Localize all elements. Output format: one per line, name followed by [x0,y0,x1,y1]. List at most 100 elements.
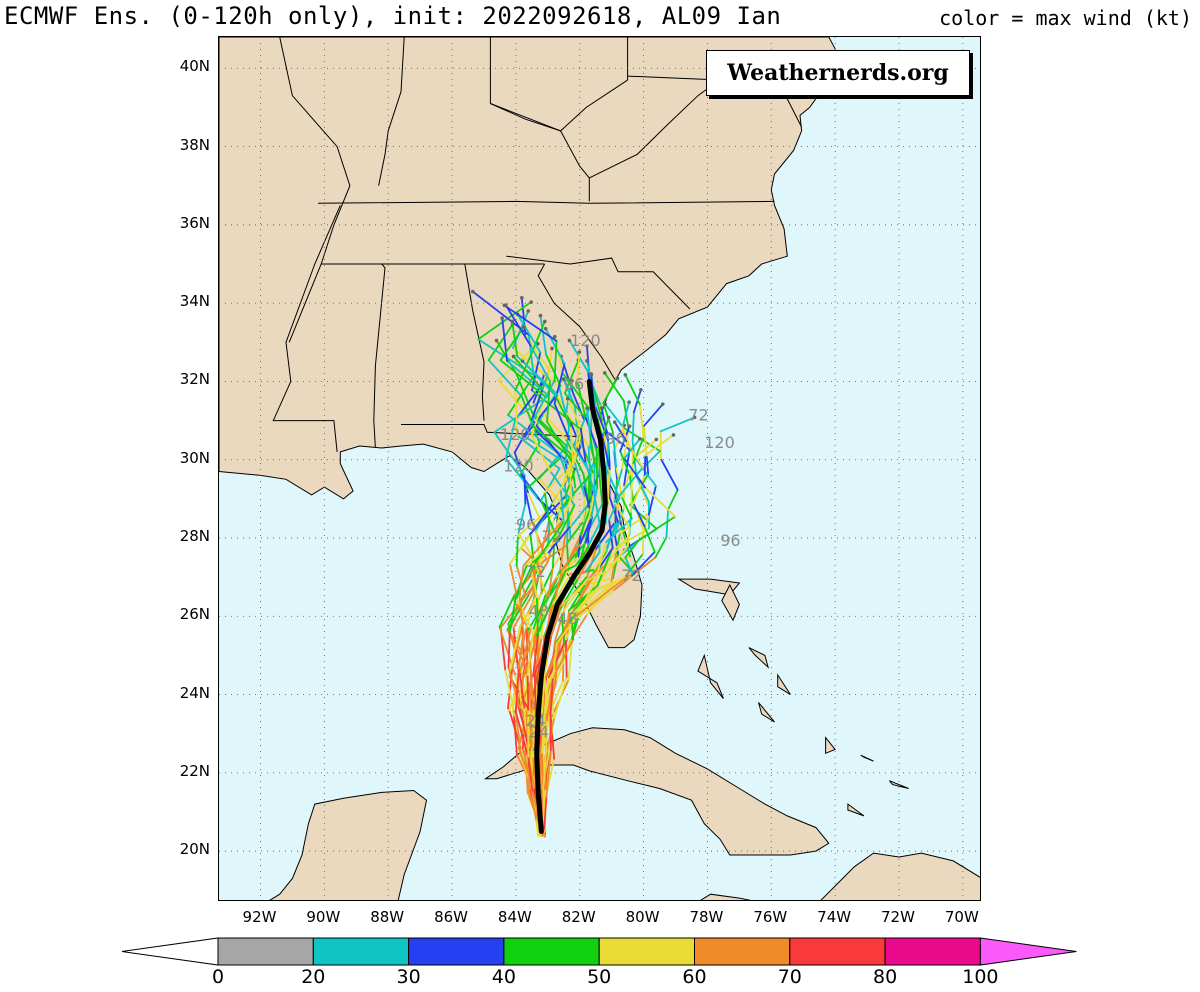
member-track-segment [514,389,519,437]
lat-label: 32N [179,370,210,389]
member-track-segment [529,344,551,383]
hour-label: 96 [516,515,536,534]
member-track-segment [619,450,631,477]
colorbar-bin [503,937,600,966]
member-track-segment [499,359,546,398]
member-track-segment [546,380,551,423]
member-track-segment [553,676,568,720]
hour-label: 48 [557,609,577,628]
ensemble-mean-track [534,378,608,834]
member-track-segment [536,635,547,680]
member-track-segment [529,503,554,536]
member-track-segment [528,560,549,596]
member-track-segment [625,440,644,469]
member-track-segment [508,625,522,677]
member-track-segment [586,585,612,616]
member-track-segment [554,394,572,428]
member-track-segment [564,425,570,464]
member-track-segment [643,424,648,457]
member-track-segment [520,706,533,749]
member-track-segment [523,435,573,468]
member-track-segment [515,597,532,630]
member-track-segment [519,441,541,476]
member-track-end [627,400,631,404]
lat-label: 24N [179,683,210,702]
member-track-end [522,325,526,329]
member-track-segment [567,637,574,681]
member-track-segment [585,569,610,582]
colorbar-bin [789,937,886,966]
member-track-segment [529,564,538,599]
colorbar-tick-label: 40 [491,966,516,988]
member-track-segment [518,564,525,599]
member-track-end [511,354,516,359]
member-track-segment [499,326,525,362]
member-track-segment [518,671,526,709]
member-track-segment [594,405,610,442]
member-track-segment [553,507,562,538]
member-track-segment [527,755,534,792]
member-track-end [552,334,557,339]
member-track-segment [623,457,647,489]
member-track-end [510,319,515,324]
member-track-segment [563,359,580,395]
hour-label: 72 [688,406,708,425]
member-track-segment [645,454,650,475]
colorbar-bin [312,937,410,966]
member-track-segment [507,666,521,710]
member-track-segment [601,416,610,440]
member-track-segment [512,355,544,391]
member-track-segment [533,672,537,718]
member-track-segment [504,457,538,498]
member-track-segment [529,423,571,458]
member-track-segment [647,485,657,516]
member-track-segment [540,467,561,502]
member-track-segment [551,638,575,680]
hour-label: 96 [564,374,584,393]
member-track-segment [544,602,555,637]
member-track-segment [545,719,548,751]
hour-label: 48 [529,601,549,620]
member-track-segment [527,491,541,521]
member-track-segment [487,323,514,362]
member-track-segment [540,678,545,718]
member-track-segment [613,500,631,529]
member-track-segment [608,497,621,521]
colorbar-tick-label: 100 [962,966,999,988]
member-track-end [660,402,665,406]
member-track-end [565,396,570,401]
lat-label: 36N [179,213,210,232]
member-track-segment [565,379,573,413]
member-track-end [542,319,547,324]
member-track-segment [531,351,542,392]
member-track-segment [579,517,592,545]
member-track-segment [518,631,525,669]
member-track-segment [539,314,547,356]
member-track-end [543,326,548,331]
member-track-segment [516,434,561,470]
member-track-segment [542,748,547,791]
hour-label: 120 [570,331,601,350]
member-track-segment [621,401,631,428]
member-track-end [561,377,566,381]
member-track-segment [587,444,592,473]
member-track-segment [504,668,515,712]
member-track-segment [528,320,546,360]
lon-label: 72W [881,908,915,926]
hour-label: 72 [541,527,561,546]
member-track-end [638,437,642,441]
lon-label: 78W [689,908,724,926]
member-track-segment [498,626,516,676]
member-track-segment [544,635,564,680]
member-track-segment [529,379,556,426]
member-track-segment [624,553,644,578]
member-track-segment [522,519,564,567]
member-track-segment [512,346,560,388]
member-track-end [500,316,504,320]
member-track-segment [546,347,553,383]
member-track-segment [629,504,658,530]
member-track-segment [615,465,622,492]
member-track-end [585,359,589,363]
